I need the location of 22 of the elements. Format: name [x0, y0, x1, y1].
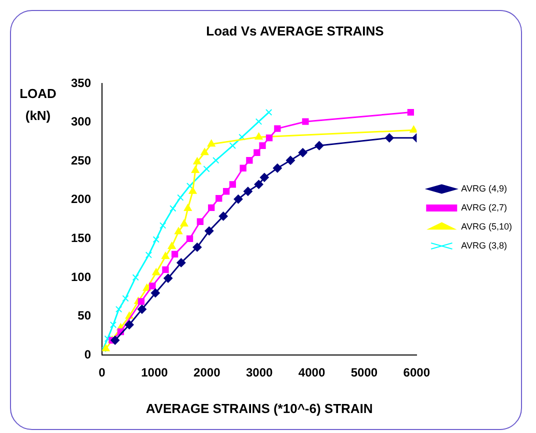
x-tick-label: 2000 [194, 366, 221, 380]
x-tick-label: 4000 [298, 366, 326, 380]
y-tick-label: 50 [78, 308, 92, 323]
x-tick-label: 3000 [246, 366, 274, 380]
legend-label: AVRG (4,9) [461, 183, 507, 194]
legend-label: AVRG (5,10) [461, 221, 512, 232]
x-axis-title: AVERAGE STRAINS (*10^-6) STRAIN [146, 400, 373, 416]
y-tick-label: 250 [70, 153, 92, 168]
legend-label: AVRG (2,7) [461, 202, 507, 212]
x-tick-label: 0 [98, 366, 106, 380]
y-axis-title: LOAD (kN) [20, 86, 56, 123]
y-tick-label: 100 [70, 270, 92, 284]
x-tick-label: 1000 [141, 366, 168, 380]
x-tick-label: 6000 [403, 366, 430, 380]
x-tick-label: 5000 [350, 366, 378, 380]
legend-label: AVRG (3,8) [461, 240, 507, 250]
y-tick-label: 350 [70, 76, 92, 90]
y-tick-label: 150 [70, 231, 92, 245]
y-tick-label: 200 [70, 192, 92, 206]
y-tick-label: 0 [84, 347, 92, 362]
chart-title: Load Vs AVERAGE STRAINS [206, 23, 384, 38]
y-tick-label: 300 [70, 114, 92, 129]
